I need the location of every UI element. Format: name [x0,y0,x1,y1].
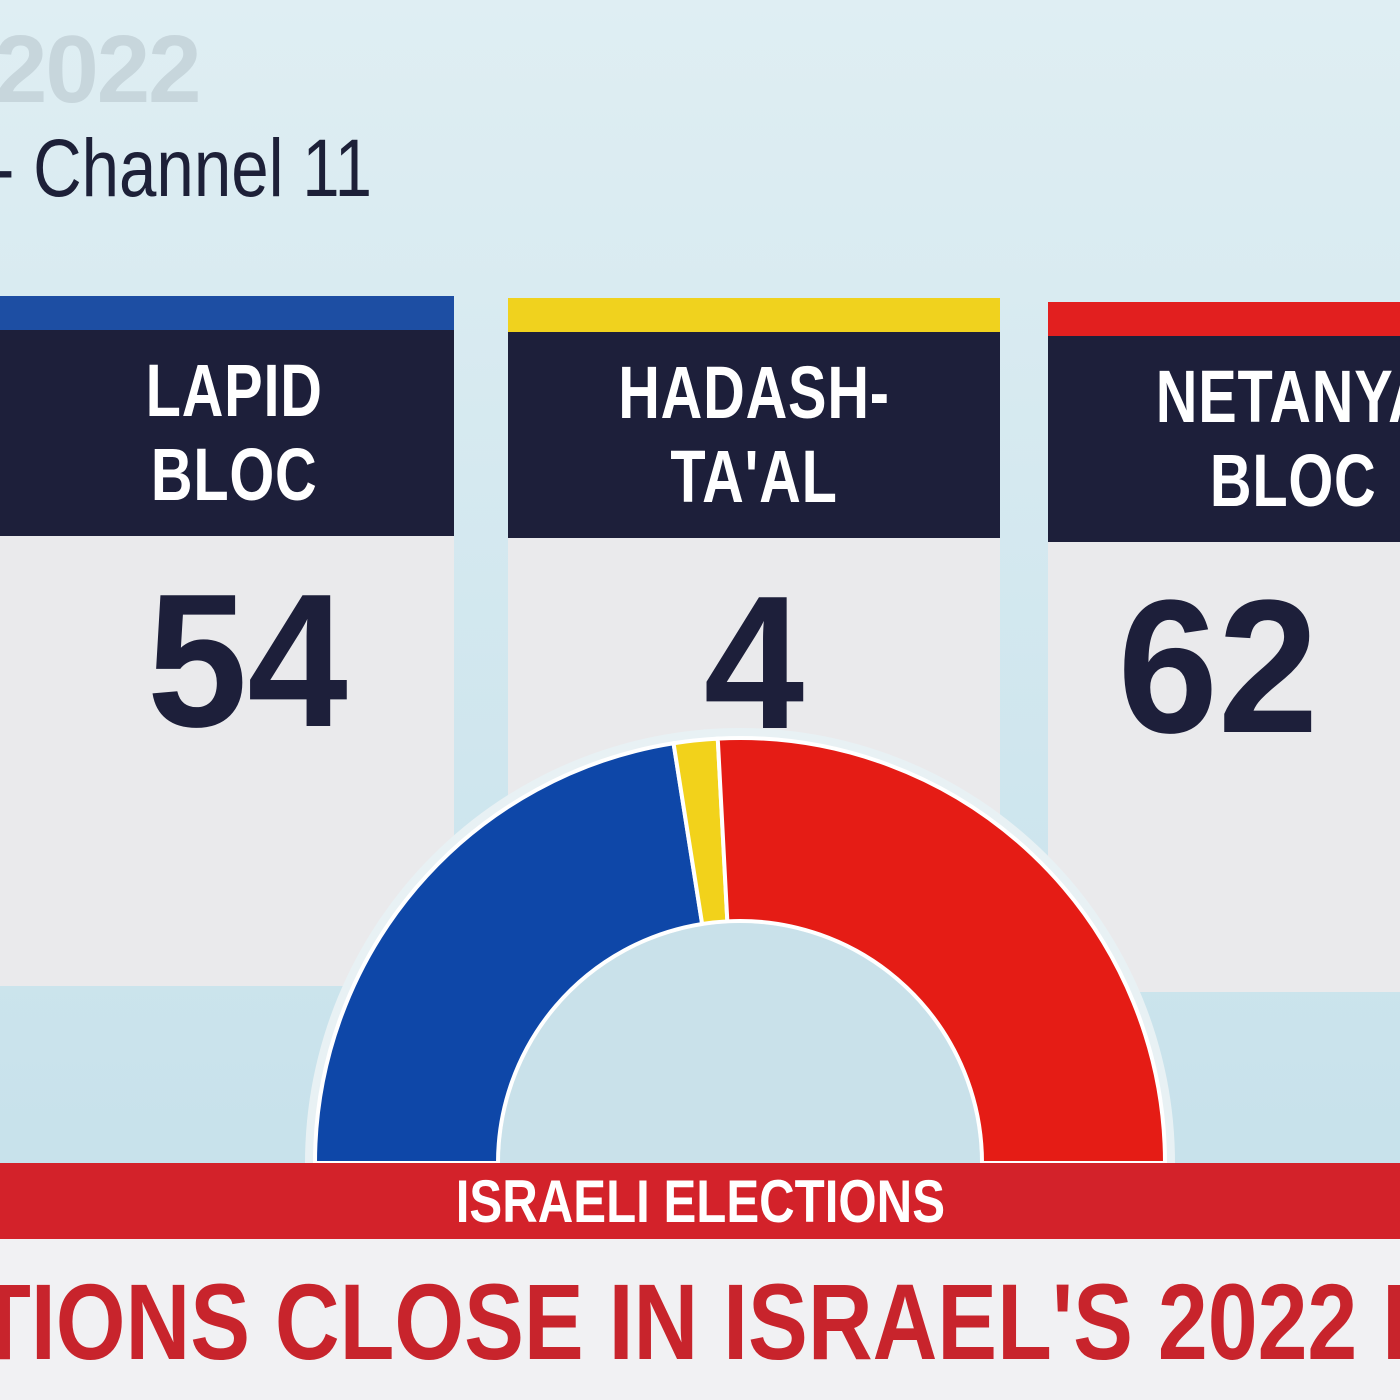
arc-segment-netanyahu-bloc [715,736,1168,1165]
card-netanyahu-bloc: NETANYA BLOC 62 [1048,302,1400,992]
card-stripe-yellow [508,298,1000,332]
israeli-elections-banner: ISRAELI ELECTIONS [0,1163,1400,1239]
card-header: NETANYA BLOC [1048,336,1400,542]
bloc-name: HADASH-TA'AL [618,351,890,518]
card-header: HADASH-TA'AL [508,332,1000,538]
seat-count: 62 [1117,561,1319,773]
card-lapid-bloc: LAPID BLOC 54 [0,296,454,986]
headline-bar [0,1239,1400,1400]
seat-count: 4 [703,557,805,769]
bloc-name: NETANYA BLOC [1155,355,1400,522]
card-stripe-blue [0,296,454,330]
bloc-name: LAPID BLOC [145,349,323,516]
arc-segment-lapid-bloc [312,740,705,1165]
card-header: LAPID BLOC [0,330,454,536]
header-source: - Channel 11 [0,123,373,214]
card-stripe-red [1048,302,1400,336]
seat-count: 54 [146,555,348,767]
arc-inner [500,923,980,1163]
banner-label: ISRAELI ELECTIONS [455,1167,945,1235]
header-year: 2022 [0,16,202,123]
headline-text: ATIONS CLOSE IN ISRAEL'S 2022 EL [0,1261,1400,1382]
